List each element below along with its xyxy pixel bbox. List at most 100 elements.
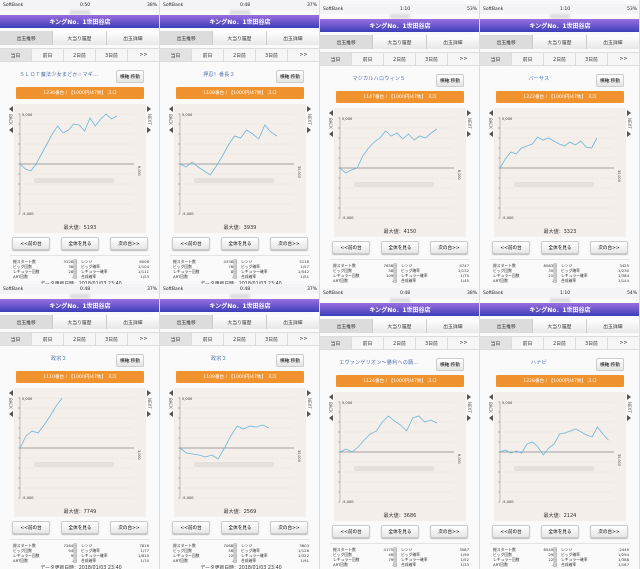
back-arrow-icon[interactable] — [169, 411, 173, 417]
next-arrow-icon[interactable] — [627, 110, 631, 116]
next-machine-button[interactable]: 次の台>> — [590, 241, 628, 254]
next-label[interactable]: NEXT — [307, 398, 312, 409]
back-label[interactable]: BACK — [168, 398, 173, 409]
tab-1[interactable]: 大当り履歴 — [213, 315, 267, 329]
day-tab-2[interactable]: 2日前 — [224, 49, 256, 61]
axis-move-button[interactable]: 横軸:移動 — [276, 70, 304, 83]
back-label[interactable]: BACK — [328, 402, 333, 413]
day-tab-1[interactable]: 前日 — [352, 337, 384, 349]
next-label[interactable]: NEXT — [627, 118, 632, 129]
next-machine-button[interactable]: 次の台>> — [270, 521, 308, 534]
next-arrow-icon[interactable] — [627, 131, 631, 137]
tab-2[interactable]: 出玉詳細 — [106, 315, 159, 329]
day-tab-0[interactable]: 当日 — [320, 53, 352, 65]
day-tab-4[interactable]: >> — [288, 333, 319, 345]
machine-title[interactable]: 押忍！番長３ — [203, 72, 235, 78]
next-arrow-icon[interactable] — [307, 106, 311, 112]
machine-title[interactable]: ハナビ — [531, 360, 547, 366]
next-arrow-icon[interactable] — [307, 127, 311, 133]
next-arrow-icon[interactable] — [147, 106, 151, 112]
machine-title[interactable]: マジカルハロウィン５ — [352, 76, 406, 82]
next-label[interactable]: NEXT — [627, 402, 632, 413]
view-all-button[interactable]: 全体を見る — [541, 525, 579, 538]
back-label[interactable]: BACK — [8, 398, 13, 409]
view-all-button[interactable]: 全体を見る — [381, 241, 419, 254]
back-arrow-icon[interactable] — [489, 131, 493, 137]
next-label[interactable]: NEXT — [467, 402, 472, 413]
back-label[interactable]: BACK — [168, 114, 173, 125]
machine-title[interactable]: エヴァンゲリオン〜勝利への願… — [339, 360, 419, 366]
next-arrow-icon[interactable] — [627, 394, 631, 400]
next-machine-button[interactable]: 次の台>> — [430, 241, 468, 254]
day-tab-3[interactable]: 3日前 — [96, 333, 128, 345]
next-machine-button[interactable]: 次の台>> — [110, 521, 148, 534]
prev-machine-button[interactable]: <<前の台 — [12, 521, 50, 534]
axis-move-button[interactable]: 横軸:移動 — [276, 354, 304, 367]
tab-1[interactable]: 大当り履歴 — [373, 35, 427, 49]
day-tab-1[interactable]: 前日 — [32, 49, 64, 61]
tab-2[interactable]: 出玉詳細 — [266, 31, 319, 45]
day-tab-4[interactable]: >> — [448, 337, 479, 349]
tab-0[interactable]: 出玉推移 — [480, 319, 534, 333]
day-tab-2[interactable]: 2日前 — [384, 53, 416, 65]
day-tab-4[interactable]: >> — [448, 53, 479, 65]
tab-2[interactable]: 出玉詳細 — [426, 319, 479, 333]
next-machine-button[interactable]: 次の台>> — [110, 237, 148, 250]
back-arrow-icon[interactable] — [489, 415, 493, 421]
back-arrow-icon[interactable] — [169, 106, 173, 112]
view-all-button[interactable]: 全体を見る — [221, 521, 259, 534]
tab-2[interactable]: 出玉詳細 — [586, 35, 639, 49]
back-arrow-icon[interactable] — [489, 110, 493, 116]
day-tab-0[interactable]: 当日 — [0, 49, 32, 61]
next-arrow-icon[interactable] — [307, 390, 311, 396]
view-all-button[interactable]: 全体を見る — [61, 237, 99, 250]
axis-move-button[interactable]: 横軸:移動 — [436, 358, 464, 371]
day-tab-1[interactable]: 前日 — [32, 333, 64, 345]
next-label[interactable]: NEXT — [307, 114, 312, 125]
day-tab-2[interactable]: 2日前 — [64, 49, 96, 61]
next-arrow-icon[interactable] — [467, 131, 471, 137]
tab-0[interactable]: 出玉推移 — [480, 35, 534, 49]
day-tab-3[interactable]: 3日前 — [416, 53, 448, 65]
day-tab-3[interactable]: 3日前 — [576, 53, 608, 65]
back-arrow-icon[interactable] — [329, 110, 333, 116]
day-tab-3[interactable]: 3日前 — [96, 49, 128, 61]
tab-1[interactable]: 大当り履歴 — [533, 319, 587, 333]
day-tab-3[interactable]: 3日前 — [256, 333, 288, 345]
day-tab-4[interactable]: >> — [128, 49, 159, 61]
tab-1[interactable]: 大当り履歴 — [53, 315, 107, 329]
prev-machine-button[interactable]: <<前の台 — [332, 525, 370, 538]
day-tab-4[interactable]: >> — [128, 333, 159, 345]
back-arrow-icon[interactable] — [169, 127, 173, 133]
next-machine-button[interactable]: 次の台>> — [270, 237, 308, 250]
back-label[interactable]: BACK — [328, 118, 333, 129]
machine-title[interactable]: 政宗２ — [51, 356, 67, 362]
next-label[interactable]: NEXT — [147, 398, 152, 409]
day-tab-2[interactable]: 2日前 — [544, 337, 576, 349]
day-tab-3[interactable]: 3日前 — [256, 49, 288, 61]
tab-0[interactable]: 出玉推移 — [320, 319, 374, 333]
day-tab-0[interactable]: 当日 — [0, 333, 32, 345]
day-tab-1[interactable]: 前日 — [192, 333, 224, 345]
back-label[interactable]: BACK — [488, 402, 493, 413]
day-tab-4[interactable]: >> — [608, 337, 639, 349]
view-all-button[interactable]: 全体を見る — [221, 237, 259, 250]
next-arrow-icon[interactable] — [467, 110, 471, 116]
back-label[interactable]: BACK — [488, 118, 493, 129]
back-arrow-icon[interactable] — [489, 394, 493, 400]
back-arrow-icon[interactable] — [9, 106, 13, 112]
machine-title[interactable]: バーサス — [528, 76, 550, 82]
next-label[interactable]: NEXT — [147, 114, 152, 125]
day-tab-2[interactable]: 2日前 — [384, 337, 416, 349]
tab-2[interactable]: 出玉詳細 — [586, 319, 639, 333]
tab-0[interactable]: 出玉推移 — [160, 315, 214, 329]
next-machine-button[interactable]: 次の台>> — [430, 525, 468, 538]
tab-0[interactable]: 出玉推移 — [0, 315, 54, 329]
prev-machine-button[interactable]: <<前の台 — [172, 237, 210, 250]
day-tab-1[interactable]: 前日 — [192, 49, 224, 61]
tab-1[interactable]: 大当り履歴 — [53, 31, 107, 45]
next-arrow-icon[interactable] — [467, 415, 471, 421]
back-arrow-icon[interactable] — [329, 394, 333, 400]
back-arrow-icon[interactable] — [329, 131, 333, 137]
day-tab-0[interactable]: 当日 — [480, 337, 512, 349]
